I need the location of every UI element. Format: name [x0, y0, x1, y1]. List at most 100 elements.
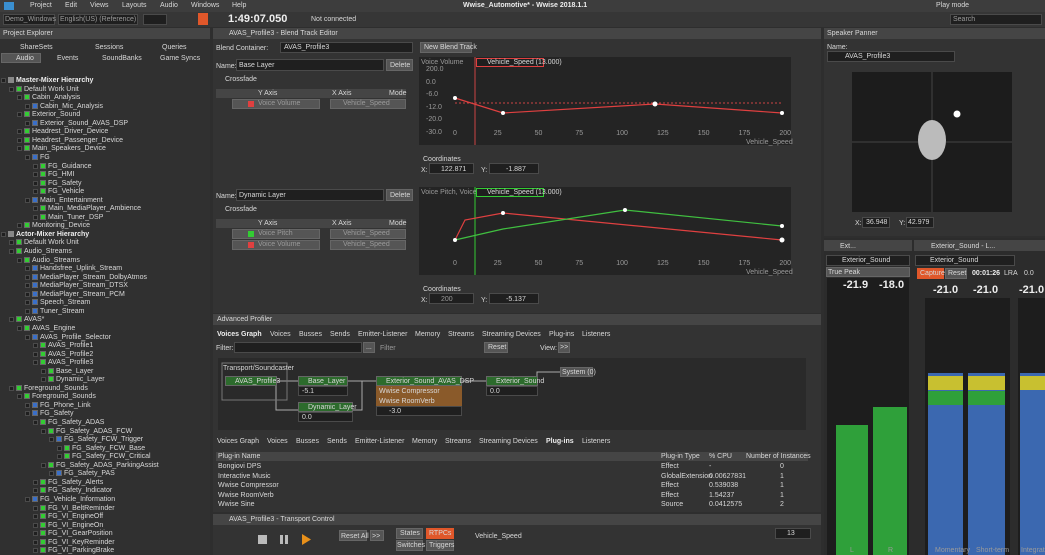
expander[interactable]	[25, 411, 30, 417]
expander[interactable]	[41, 377, 46, 383]
tree-item[interactable]: Main_MediaPlayer_Ambience	[48, 205, 141, 213]
expander[interactable]	[57, 445, 62, 451]
tab[interactable]: Voices Graph	[217, 331, 262, 338]
button-label[interactable]: Triggers	[429, 542, 455, 549]
search-box[interactable]	[950, 14, 1042, 25]
expander[interactable]	[33, 189, 38, 195]
tree-item[interactable]: Foreground_Sounds	[32, 393, 96, 401]
platform[interactable]: Demo_Windows	[5, 16, 56, 23]
tree-item[interactable]: FG_Safety_FCW_Trigger	[64, 436, 144, 444]
button-label[interactable]: >>	[372, 533, 381, 540]
tree-item[interactable]: Speech_Stream	[40, 299, 91, 307]
tab[interactable]: Emitter-Listener	[355, 438, 405, 445]
tree-item[interactable]: FG_Safety_PAS	[64, 470, 115, 478]
tree-item[interactable]: FG_Safety_ADAS_FCW	[56, 427, 133, 435]
tree-item[interactable]: FG_VI_ParkingBrake	[48, 547, 115, 555]
tree-item[interactable]: Audio_Streams	[32, 256, 80, 264]
expander[interactable]	[25, 283, 30, 289]
button[interactable]	[420, 42, 472, 53]
expander[interactable]	[33, 163, 38, 169]
expander[interactable]	[25, 402, 30, 408]
tab[interactable]: Listeners	[582, 331, 611, 338]
expander[interactable]	[25, 496, 30, 502]
tree-item[interactable]: Tuner_Stream	[40, 307, 85, 315]
expander[interactable]	[9, 86, 14, 92]
tree-item[interactable]: AVAS_Profile3	[48, 359, 94, 367]
tree-item[interactable]: AVAS_Profile1	[48, 342, 94, 350]
tab[interactable]: Events	[57, 55, 79, 62]
tree-item[interactable]: Main_Entertainment	[40, 196, 103, 204]
tab[interactable]: SoundBanks	[102, 55, 142, 62]
tree-item[interactable]: Cabin_Analysis	[32, 94, 81, 102]
play-mode[interactable]: Play mode	[936, 2, 970, 9]
tab[interactable]: Plug-ins	[546, 438, 574, 445]
tree-item[interactable]: FG_HMI	[48, 171, 75, 179]
expander[interactable]	[25, 197, 30, 203]
button-label[interactable]: States	[400, 530, 420, 537]
expander[interactable]	[57, 454, 62, 460]
tree-item[interactable]: Exterior_Sound	[32, 111, 81, 119]
tree-item[interactable]: FG_Safety_ADAS_ParkingAssist	[56, 461, 159, 469]
menu-item[interactable]: Views	[90, 2, 109, 9]
expander[interactable]	[9, 385, 14, 391]
tree-item[interactable]: AVAS*	[24, 316, 45, 324]
tab[interactable]: Streams	[448, 331, 475, 338]
checkbox-label[interactable]: Crossfade	[225, 76, 257, 83]
tree-item[interactable]: FG_Safety	[40, 410, 74, 418]
tab[interactable]: Streaming Devices	[479, 438, 538, 445]
tree-item[interactable]: Main_Speakers_Device	[32, 145, 106, 153]
expander[interactable]	[41, 368, 46, 374]
tab[interactable]: Sends	[327, 438, 347, 445]
expander[interactable]	[33, 420, 38, 425]
tree-item[interactable]: MediaPlayer_Stream_DolbyAtmos	[40, 273, 147, 281]
tab[interactable]: Sends	[330, 331, 350, 338]
expander[interactable]	[25, 291, 30, 297]
tab[interactable]: Memory	[415, 331, 441, 338]
tree-item[interactable]: Exterior_Sound_AVAS_DSP	[40, 119, 129, 127]
tree-item[interactable]: FG_Vehicle_Information	[40, 495, 116, 503]
tree-item[interactable]: FG_Safety_Alerts	[48, 478, 104, 486]
expander[interactable]	[33, 343, 38, 349]
tab[interactable]: Game Syncs	[160, 55, 201, 62]
tree-item[interactable]: MediaPlayer_Stream_DTSX	[40, 282, 128, 290]
language[interactable]: English(US) (Reference)	[60, 16, 137, 23]
expander[interactable]	[33, 548, 38, 554]
tree-item[interactable]: FG_Safety_Indicator	[48, 487, 113, 495]
expander[interactable]	[41, 428, 46, 434]
button-label[interactable]: Reset All	[341, 533, 369, 540]
select[interactable]	[826, 267, 910, 277]
tree-item[interactable]: FG_VI_EngineOff	[48, 513, 104, 521]
expander[interactable]	[17, 95, 22, 101]
expander[interactable]	[33, 360, 38, 366]
expander[interactable]	[25, 154, 30, 160]
button[interactable]	[396, 528, 423, 539]
menu-item[interactable]: Layouts	[122, 2, 147, 9]
tree-item[interactable]: Base_Layer	[56, 367, 94, 375]
tree-item[interactable]: Foreground_Sounds	[24, 384, 88, 392]
expander[interactable]	[33, 206, 38, 212]
tab[interactable]: Busses	[299, 331, 322, 338]
expander[interactable]	[25, 103, 30, 109]
expander[interactable]	[25, 120, 30, 126]
tab[interactable]: Listeners	[582, 438, 611, 445]
search[interactable]: Search	[953, 16, 976, 23]
button[interactable]	[426, 528, 454, 539]
button-label[interactable]: Reset	[488, 344, 507, 351]
tree-item[interactable]: Audio_Streams	[24, 248, 72, 255]
expander[interactable]	[17, 112, 22, 118]
expander[interactable]	[17, 129, 22, 135]
button-label[interactable]: New Blend Track	[424, 44, 477, 51]
tree-item[interactable]: FG_VI_GearPosition	[48, 530, 113, 538]
button-label[interactable]: RTPCs	[429, 530, 452, 537]
tab[interactable]: Sessions	[95, 44, 124, 51]
tab[interactable]: Plug-ins	[549, 331, 575, 338]
tab[interactable]: Queries	[162, 44, 187, 51]
button-label[interactable]: Reset	[948, 270, 967, 277]
tab[interactable]: Audio	[16, 55, 34, 62]
checkbox-label[interactable]: Crossfade	[225, 206, 257, 213]
tab[interactable]: ShareSets	[20, 44, 53, 51]
button[interactable]	[386, 189, 413, 201]
expander[interactable]	[1, 231, 6, 237]
button-label[interactable]: Switches	[397, 542, 426, 549]
button[interactable]	[558, 342, 570, 353]
